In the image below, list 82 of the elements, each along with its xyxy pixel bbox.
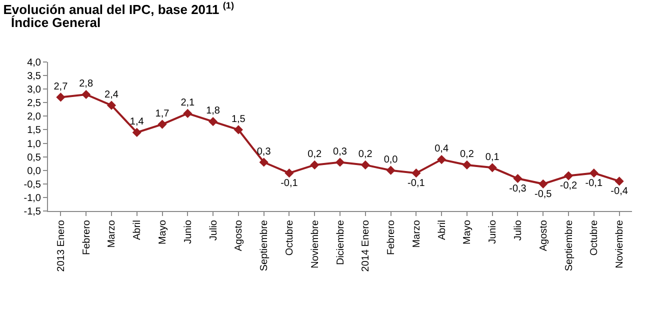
- point: [412, 168, 421, 178]
- data-label: 2,7: [54, 81, 68, 92]
- data-label: 1,7: [155, 108, 170, 120]
- x-tick-label: Febrero: [81, 220, 92, 256]
- y-tick-label: 0,5: [27, 152, 42, 164]
- x-tick-label: Marzo: [411, 220, 422, 248]
- y-tick-label: -1,0: [24, 192, 42, 204]
- point: [462, 160, 472, 170]
- point: [56, 92, 66, 102]
- x-tick-label: Noviembre: [614, 220, 626, 268]
- x-tick-label: Abril: [132, 220, 144, 240]
- data-label: 1,5: [231, 114, 246, 125]
- point: [82, 90, 91, 100]
- point: [132, 128, 142, 137]
- data-label: 2,8: [79, 78, 94, 90]
- y-tick-label: 4,0: [27, 58, 42, 68]
- chart-subtitle: Índice General: [11, 15, 101, 30]
- x-tick-label: Mayo: [462, 220, 474, 244]
- x-tick-label: 2014 Enero: [360, 220, 372, 272]
- data-label: -0,3: [509, 183, 527, 194]
- x-tick-label: Julio: [208, 220, 220, 241]
- x-tick-label: Mayo: [158, 220, 169, 244]
- data-label: 0,2: [358, 149, 373, 160]
- point: [386, 166, 396, 175]
- point: [614, 176, 624, 186]
- x-tick-label: Junio: [488, 220, 499, 244]
- data-label: -0,1: [280, 178, 298, 189]
- y-tick-label: 0,0: [27, 166, 42, 177]
- y-tick-label: -1,5: [24, 206, 42, 218]
- x-tick-label: Marzo: [106, 220, 118, 248]
- point: [589, 168, 598, 178]
- data-label: 0,3: [333, 146, 348, 158]
- data-label: 0,3: [256, 146, 272, 158]
- point: [513, 174, 522, 184]
- point: [335, 158, 345, 167]
- x-tick-label: Noviembre: [310, 220, 321, 268]
- x-tick-label: Diciembre: [335, 220, 346, 266]
- x-tick-label: Agosto: [538, 220, 550, 252]
- data-label: 0,0: [384, 154, 398, 166]
- point: [158, 120, 167, 129]
- y-tick-label: -0,5: [24, 179, 42, 190]
- y-tick-label: 3,5: [27, 71, 42, 82]
- point: [259, 158, 268, 167]
- data-label: 0,2: [308, 149, 322, 160]
- data-label: 1,8: [206, 106, 220, 117]
- y-tick-label: 2,5: [27, 98, 42, 110]
- data-label: -0,4: [610, 186, 628, 198]
- x-tick-label: Septiembre: [259, 220, 270, 272]
- y-tick-label: 3,0: [27, 84, 42, 96]
- data-label: 0,1: [485, 152, 500, 163]
- data-label: -0,2: [560, 180, 578, 192]
- data-label: 2,1: [180, 98, 196, 109]
- data-label: -0,1: [585, 178, 603, 189]
- y-tick-label: 1,5: [27, 125, 42, 136]
- y-tick-label: 2,0: [27, 112, 42, 123]
- point: [488, 163, 497, 172]
- x-tick-label: Abril: [436, 220, 448, 240]
- x-tick-label: Febrero: [386, 220, 398, 256]
- point: [234, 125, 243, 134]
- x-tick-label: Octubre: [589, 220, 600, 256]
- x-tick-label: Agosto: [234, 220, 245, 252]
- y-tick-label: 1,0: [27, 138, 42, 150]
- point: [208, 117, 218, 126]
- x-tick-label: Julio: [512, 220, 524, 241]
- point: [360, 160, 370, 170]
- data-label: -0,1: [408, 178, 426, 189]
- x-tick-label: Septiembre: [564, 220, 575, 272]
- point: [310, 160, 320, 170]
- point: [564, 171, 574, 180]
- point: [106, 100, 116, 110]
- point: [183, 108, 192, 118]
- x-tick-label: 2013 Enero: [56, 220, 67, 272]
- data-label: 0,4: [434, 144, 449, 155]
- data-label: 2,4: [104, 89, 119, 100]
- data-label: -0,5: [534, 188, 552, 200]
- x-tick-label: Junio: [182, 220, 194, 244]
- point: [538, 179, 548, 188]
- data-label: 0,2: [460, 149, 474, 160]
- data-label: 1,4: [130, 116, 144, 128]
- point: [284, 168, 294, 178]
- x-tick-label: Octubre: [284, 220, 296, 256]
- point: [437, 154, 446, 164]
